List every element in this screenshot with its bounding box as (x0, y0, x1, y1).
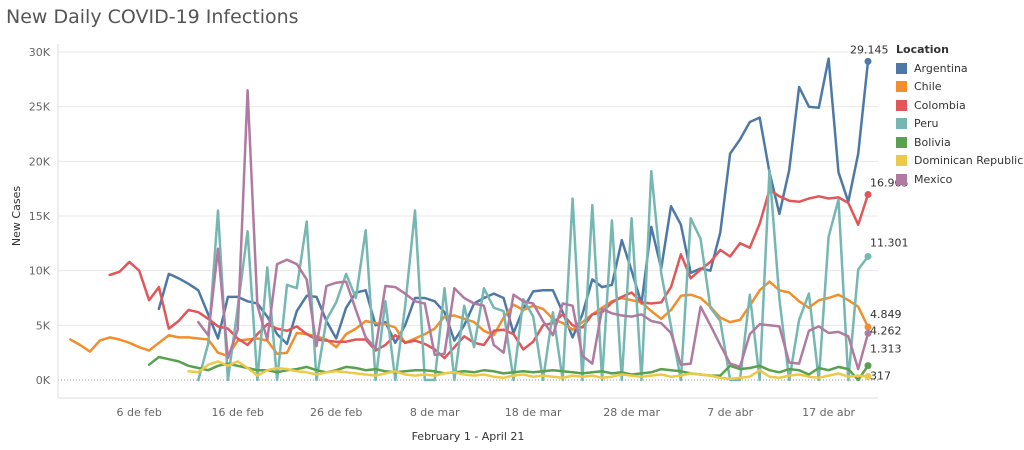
end-point-argentina[interactable] (864, 57, 872, 65)
legend-label: Mexico (914, 172, 953, 186)
legend-swatch (896, 136, 907, 148)
legend-item-colombia[interactable]: Colombia (896, 96, 1023, 115)
legend[interactable]: Location Argentina Chile Colombia Peru Boliv… (896, 43, 1023, 189)
legend-label: Bolivia (914, 135, 951, 149)
legend-label: Colombia (914, 98, 966, 112)
end-label-mexico: 4.262 (870, 324, 902, 337)
y-axis-title: New Cases (10, 186, 23, 246)
series-line-mexico[interactable] (197, 89, 870, 371)
chart-title: New Daily COVID-19 Infections (6, 6, 299, 28)
y-tick-label: 5K (36, 319, 51, 332)
legend-label: Argentina (914, 61, 968, 75)
legend-swatch (896, 81, 907, 93)
end-point-colombia[interactable] (864, 191, 872, 199)
legend-item-dominican-republic[interactable]: Dominican Republic (896, 152, 1023, 171)
y-tick-label: 30K (29, 46, 51, 59)
legend-item-peru[interactable]: Peru (896, 115, 1023, 134)
legend-swatch (896, 173, 907, 185)
legend-swatch (896, 155, 907, 167)
legend-title: Location (896, 43, 949, 56)
end-label-chile: 4.849 (870, 308, 902, 321)
end-point-chile[interactable] (864, 323, 872, 331)
legend-item-argentina[interactable]: Argentina (896, 59, 1023, 78)
series-line-peru[interactable] (197, 168, 870, 382)
y-tick-label: 25K (29, 101, 51, 114)
series-line-chile[interactable] (69, 280, 870, 358)
x-tick-label: 26 de feb (310, 406, 362, 419)
legend-label: Chile (914, 80, 942, 94)
end-label-peru: 11.301 (870, 236, 909, 249)
end-point-bolivia[interactable] (864, 362, 872, 370)
legend-swatch (896, 62, 907, 74)
x-tick-label: 16 de feb (212, 406, 264, 419)
legend-item-chile[interactable]: Chile (896, 78, 1023, 97)
end-label-bolivia: 1.313 (870, 343, 902, 356)
y-tick-label: 0K (36, 374, 51, 387)
x-tick-label: 6 de feb (117, 406, 162, 419)
end-point-dominican-republic[interactable] (864, 373, 872, 381)
y-tick-label: 20K (29, 155, 51, 168)
end-label-argentina: 29.145 (850, 43, 889, 56)
x-axis-title: February 1 - April 21 (412, 430, 525, 443)
end-point-peru[interactable] (864, 252, 872, 260)
x-tick-label: 28 de mar (603, 406, 660, 419)
legend-item-bolivia[interactable]: Bolivia (896, 133, 1023, 152)
y-tick-label: 15K (29, 210, 51, 223)
legend-item-mexico[interactable]: Mexico (896, 170, 1023, 189)
x-tick-label: 8 de mar (410, 406, 460, 419)
legend-swatch (896, 118, 907, 130)
legend-label: Peru (914, 117, 939, 131)
end-point-mexico[interactable] (864, 329, 872, 337)
legend-label: Dominican Republic (914, 154, 1024, 168)
x-tick-label: 17 de abr (802, 406, 855, 419)
x-tick-label: 7 de abr (707, 406, 753, 419)
end-label-dominican-republic: 317 (870, 370, 891, 383)
y-tick-label: 10K (29, 265, 51, 278)
x-tick-label: 18 de mar (505, 406, 562, 419)
legend-swatch (896, 99, 907, 111)
series-line-dominican-republic[interactable] (187, 360, 870, 381)
